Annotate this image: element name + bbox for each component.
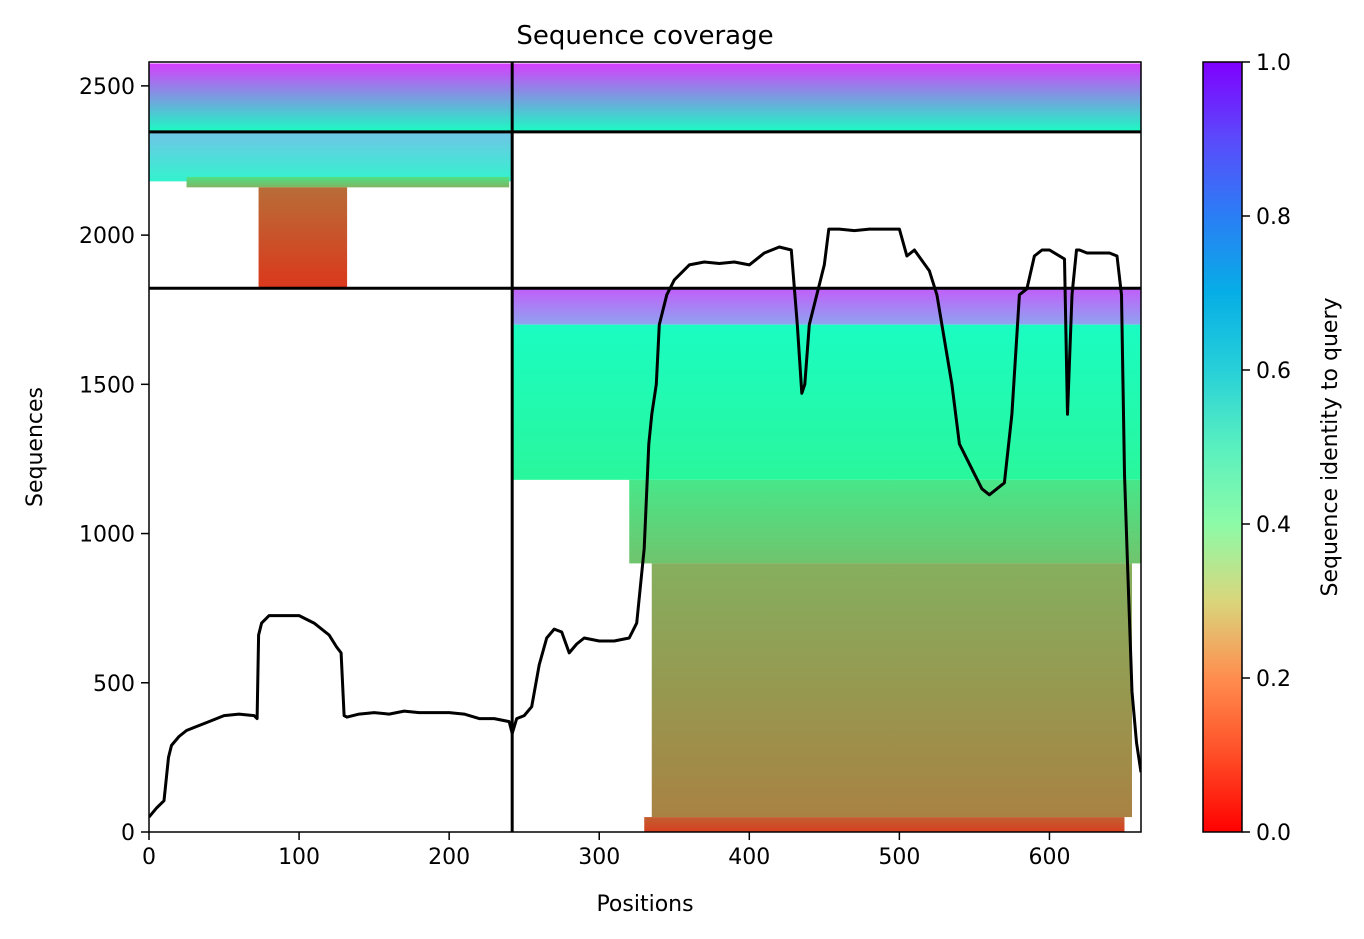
coverage-block xyxy=(512,63,1141,132)
coverage-line xyxy=(149,227,1141,819)
coverage-block xyxy=(186,176,510,188)
colorbar-tick-label: 0.2 xyxy=(1256,667,1291,692)
y-tick-label: 500 xyxy=(93,672,135,697)
coverage-block xyxy=(512,288,1141,325)
colorbar-tick-label: 0.4 xyxy=(1256,513,1291,538)
y-tick-label: 2500 xyxy=(79,75,135,100)
colorbar-tick-label: 1.0 xyxy=(1256,51,1291,76)
colorbar-title: Sequence identity to query xyxy=(1318,297,1343,596)
colorbar-ticks: 0.0 0.2 0.4 0.6 0.8 1.0 xyxy=(1242,51,1291,846)
y-tick-label: 2000 xyxy=(79,224,135,249)
heatmap-blocks xyxy=(149,63,1141,832)
coverage-block xyxy=(651,563,1132,818)
y-tick-label: 0 xyxy=(121,821,135,846)
plot-frame xyxy=(148,61,1142,833)
coverage-block xyxy=(644,817,1125,832)
coverage-block xyxy=(629,479,1141,564)
y-axis: 0 500 1000 1500 2000 2500 xyxy=(79,75,149,846)
y-tick-label: 1000 xyxy=(79,523,135,548)
x-tick-label: 0 xyxy=(142,845,156,870)
colorbar xyxy=(1202,61,1243,833)
x-axis-title: Positions xyxy=(596,892,693,917)
x-axis: 0 100 200 300 400 500 600 xyxy=(142,832,1070,870)
colorbar-tick-label: 0.0 xyxy=(1256,821,1291,846)
y-axis-title: Sequences xyxy=(23,387,48,507)
x-tick-label: 500 xyxy=(878,845,920,870)
x-tick-label: 600 xyxy=(1028,845,1070,870)
coverage-block xyxy=(258,187,348,289)
colorbar-tick-label: 0.8 xyxy=(1256,205,1291,230)
chart-title: Sequence coverage xyxy=(516,21,773,51)
coverage-line-group xyxy=(149,227,1141,819)
x-tick-label: 400 xyxy=(728,845,770,870)
coverage-block xyxy=(149,63,513,132)
x-tick-label: 200 xyxy=(428,845,470,870)
y-tick-label: 1500 xyxy=(79,373,135,398)
x-tick-label: 300 xyxy=(578,845,620,870)
x-tick-label: 100 xyxy=(278,845,320,870)
colorbar-tick-label: 0.6 xyxy=(1256,359,1291,384)
block-boundaries xyxy=(149,62,1141,832)
coverage-block xyxy=(512,324,1141,480)
coverage-block xyxy=(149,131,513,182)
